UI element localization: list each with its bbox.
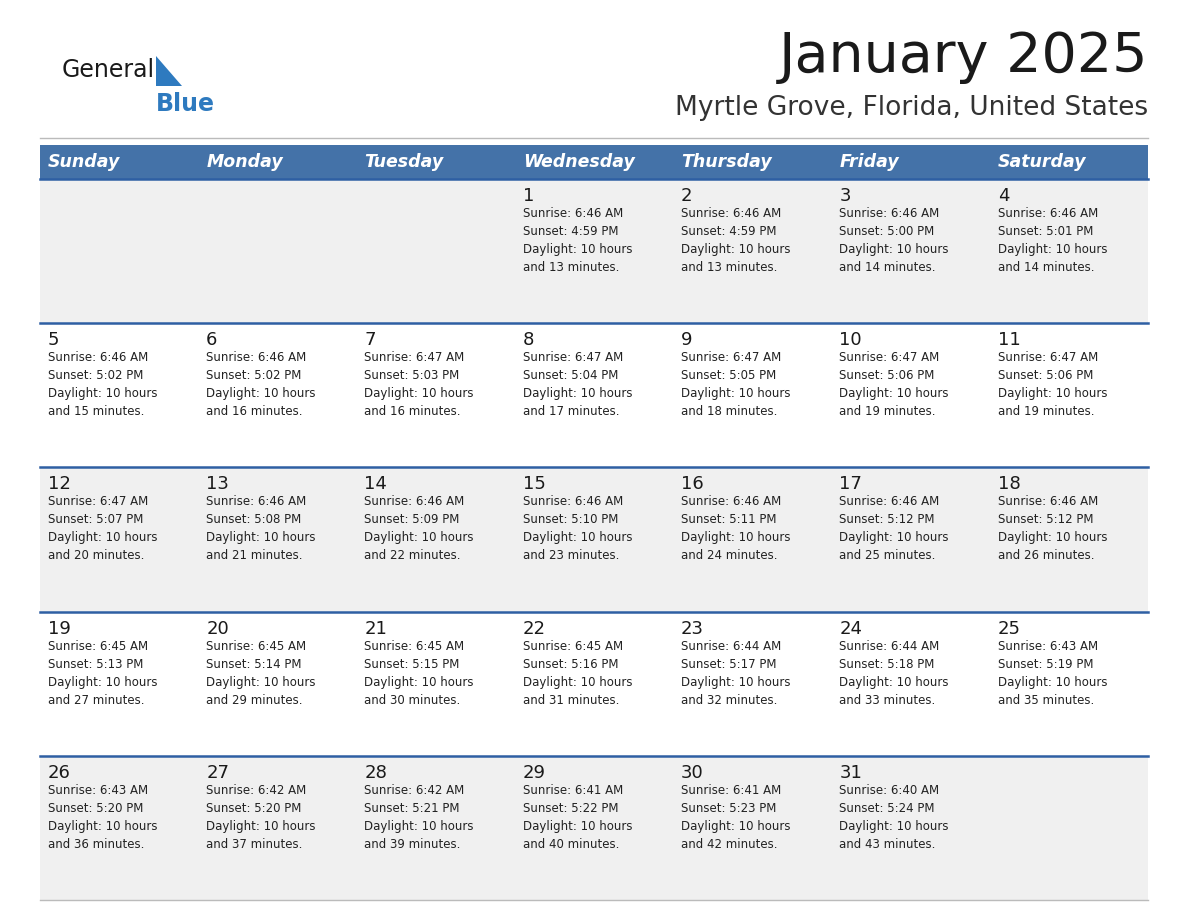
Text: 18: 18 <box>998 476 1020 493</box>
Text: 2: 2 <box>681 187 693 205</box>
Bar <box>40 145 198 179</box>
Text: 28: 28 <box>365 764 387 782</box>
Text: 29: 29 <box>523 764 545 782</box>
Text: Friday: Friday <box>840 153 899 171</box>
Text: Sunrise: 6:45 AM
Sunset: 5:13 PM
Daylight: 10 hours
and 27 minutes.: Sunrise: 6:45 AM Sunset: 5:13 PM Dayligh… <box>48 640 158 707</box>
Text: Sunrise: 6:46 AM
Sunset: 5:11 PM
Daylight: 10 hours
and 24 minutes.: Sunrise: 6:46 AM Sunset: 5:11 PM Dayligh… <box>681 496 790 563</box>
Text: Sunrise: 6:46 AM
Sunset: 5:08 PM
Daylight: 10 hours
and 21 minutes.: Sunrise: 6:46 AM Sunset: 5:08 PM Dayligh… <box>207 496 316 563</box>
Bar <box>514 145 674 179</box>
Text: 1: 1 <box>523 187 535 205</box>
Text: Sunrise: 6:47 AM
Sunset: 5:07 PM
Daylight: 10 hours
and 20 minutes.: Sunrise: 6:47 AM Sunset: 5:07 PM Dayligh… <box>48 496 158 563</box>
Text: 9: 9 <box>681 331 693 349</box>
Text: 25: 25 <box>998 620 1020 638</box>
Text: Sunrise: 6:47 AM
Sunset: 5:03 PM
Daylight: 10 hours
and 16 minutes.: Sunrise: 6:47 AM Sunset: 5:03 PM Dayligh… <box>365 352 474 419</box>
Bar <box>674 145 832 179</box>
Text: 11: 11 <box>998 331 1020 349</box>
Text: Sunrise: 6:40 AM
Sunset: 5:24 PM
Daylight: 10 hours
and 43 minutes.: Sunrise: 6:40 AM Sunset: 5:24 PM Dayligh… <box>840 784 949 851</box>
Text: Monday: Monday <box>207 153 283 171</box>
Text: 4: 4 <box>998 187 1009 205</box>
Text: General: General <box>62 58 156 82</box>
Polygon shape <box>156 56 182 86</box>
Bar <box>40 323 1148 467</box>
Text: 27: 27 <box>207 764 229 782</box>
Text: 30: 30 <box>681 764 703 782</box>
Text: Sunrise: 6:47 AM
Sunset: 5:06 PM
Daylight: 10 hours
and 19 minutes.: Sunrise: 6:47 AM Sunset: 5:06 PM Dayligh… <box>998 352 1107 419</box>
Bar <box>40 611 1148 756</box>
Bar <box>198 145 356 179</box>
Text: Myrtle Grove, Florida, United States: Myrtle Grove, Florida, United States <box>675 95 1148 121</box>
Text: Sunrise: 6:45 AM
Sunset: 5:15 PM
Daylight: 10 hours
and 30 minutes.: Sunrise: 6:45 AM Sunset: 5:15 PM Dayligh… <box>365 640 474 707</box>
Text: January 2025: January 2025 <box>778 30 1148 84</box>
Bar <box>356 145 514 179</box>
Text: Sunrise: 6:43 AM
Sunset: 5:20 PM
Daylight: 10 hours
and 36 minutes.: Sunrise: 6:43 AM Sunset: 5:20 PM Dayligh… <box>48 784 158 851</box>
Text: 23: 23 <box>681 620 704 638</box>
Text: 13: 13 <box>207 476 229 493</box>
Text: Saturday: Saturday <box>998 153 1086 171</box>
Text: Sunrise: 6:47 AM
Sunset: 5:04 PM
Daylight: 10 hours
and 17 minutes.: Sunrise: 6:47 AM Sunset: 5:04 PM Dayligh… <box>523 352 632 419</box>
Text: 17: 17 <box>840 476 862 493</box>
Text: Sunrise: 6:47 AM
Sunset: 5:05 PM
Daylight: 10 hours
and 18 minutes.: Sunrise: 6:47 AM Sunset: 5:05 PM Dayligh… <box>681 352 790 419</box>
Bar <box>40 467 1148 611</box>
Text: 14: 14 <box>365 476 387 493</box>
Text: 12: 12 <box>48 476 71 493</box>
Text: Sunrise: 6:42 AM
Sunset: 5:21 PM
Daylight: 10 hours
and 39 minutes.: Sunrise: 6:42 AM Sunset: 5:21 PM Dayligh… <box>365 784 474 851</box>
Text: Sunrise: 6:47 AM
Sunset: 5:06 PM
Daylight: 10 hours
and 19 minutes.: Sunrise: 6:47 AM Sunset: 5:06 PM Dayligh… <box>840 352 949 419</box>
Text: Sunrise: 6:46 AM
Sunset: 5:02 PM
Daylight: 10 hours
and 15 minutes.: Sunrise: 6:46 AM Sunset: 5:02 PM Dayligh… <box>48 352 158 419</box>
Text: Sunrise: 6:44 AM
Sunset: 5:18 PM
Daylight: 10 hours
and 33 minutes.: Sunrise: 6:44 AM Sunset: 5:18 PM Dayligh… <box>840 640 949 707</box>
Text: Sunrise: 6:45 AM
Sunset: 5:16 PM
Daylight: 10 hours
and 31 minutes.: Sunrise: 6:45 AM Sunset: 5:16 PM Dayligh… <box>523 640 632 707</box>
Text: 3: 3 <box>840 187 851 205</box>
Text: 20: 20 <box>207 620 229 638</box>
Text: Thursday: Thursday <box>681 153 772 171</box>
Text: Sunrise: 6:46 AM
Sunset: 5:12 PM
Daylight: 10 hours
and 26 minutes.: Sunrise: 6:46 AM Sunset: 5:12 PM Dayligh… <box>998 496 1107 563</box>
Text: 16: 16 <box>681 476 703 493</box>
Text: Sunrise: 6:46 AM
Sunset: 5:10 PM
Daylight: 10 hours
and 23 minutes.: Sunrise: 6:46 AM Sunset: 5:10 PM Dayligh… <box>523 496 632 563</box>
Bar <box>832 145 990 179</box>
Text: Sunrise: 6:46 AM
Sunset: 5:12 PM
Daylight: 10 hours
and 25 minutes.: Sunrise: 6:46 AM Sunset: 5:12 PM Dayligh… <box>840 496 949 563</box>
Text: Sunrise: 6:46 AM
Sunset: 5:01 PM
Daylight: 10 hours
and 14 minutes.: Sunrise: 6:46 AM Sunset: 5:01 PM Dayligh… <box>998 207 1107 274</box>
Text: 8: 8 <box>523 331 535 349</box>
Text: Sunday: Sunday <box>48 153 120 171</box>
Text: Sunrise: 6:45 AM
Sunset: 5:14 PM
Daylight: 10 hours
and 29 minutes.: Sunrise: 6:45 AM Sunset: 5:14 PM Dayligh… <box>207 640 316 707</box>
Text: 24: 24 <box>840 620 862 638</box>
Text: 26: 26 <box>48 764 71 782</box>
Text: Sunrise: 6:46 AM
Sunset: 5:09 PM
Daylight: 10 hours
and 22 minutes.: Sunrise: 6:46 AM Sunset: 5:09 PM Dayligh… <box>365 496 474 563</box>
Text: Sunrise: 6:46 AM
Sunset: 5:02 PM
Daylight: 10 hours
and 16 minutes.: Sunrise: 6:46 AM Sunset: 5:02 PM Dayligh… <box>207 352 316 419</box>
Text: Sunrise: 6:44 AM
Sunset: 5:17 PM
Daylight: 10 hours
and 32 minutes.: Sunrise: 6:44 AM Sunset: 5:17 PM Dayligh… <box>681 640 790 707</box>
Text: Sunrise: 6:42 AM
Sunset: 5:20 PM
Daylight: 10 hours
and 37 minutes.: Sunrise: 6:42 AM Sunset: 5:20 PM Dayligh… <box>207 784 316 851</box>
Text: 5: 5 <box>48 331 59 349</box>
Text: 10: 10 <box>840 331 862 349</box>
Bar <box>990 145 1148 179</box>
Text: 6: 6 <box>207 331 217 349</box>
Text: 15: 15 <box>523 476 545 493</box>
Text: 7: 7 <box>365 331 375 349</box>
Text: Sunrise: 6:46 AM
Sunset: 4:59 PM
Daylight: 10 hours
and 13 minutes.: Sunrise: 6:46 AM Sunset: 4:59 PM Dayligh… <box>681 207 790 274</box>
Text: 19: 19 <box>48 620 71 638</box>
Bar <box>40 756 1148 900</box>
Text: 21: 21 <box>365 620 387 638</box>
Text: Tuesday: Tuesday <box>365 153 444 171</box>
Text: Blue: Blue <box>156 92 215 116</box>
Text: Sunrise: 6:46 AM
Sunset: 4:59 PM
Daylight: 10 hours
and 13 minutes.: Sunrise: 6:46 AM Sunset: 4:59 PM Dayligh… <box>523 207 632 274</box>
Text: Sunrise: 6:41 AM
Sunset: 5:22 PM
Daylight: 10 hours
and 40 minutes.: Sunrise: 6:41 AM Sunset: 5:22 PM Dayligh… <box>523 784 632 851</box>
Text: 22: 22 <box>523 620 545 638</box>
Text: Sunrise: 6:46 AM
Sunset: 5:00 PM
Daylight: 10 hours
and 14 minutes.: Sunrise: 6:46 AM Sunset: 5:00 PM Dayligh… <box>840 207 949 274</box>
Text: Sunrise: 6:41 AM
Sunset: 5:23 PM
Daylight: 10 hours
and 42 minutes.: Sunrise: 6:41 AM Sunset: 5:23 PM Dayligh… <box>681 784 790 851</box>
Text: Sunrise: 6:43 AM
Sunset: 5:19 PM
Daylight: 10 hours
and 35 minutes.: Sunrise: 6:43 AM Sunset: 5:19 PM Dayligh… <box>998 640 1107 707</box>
Text: Wednesday: Wednesday <box>523 153 634 171</box>
Bar <box>40 179 1148 323</box>
Text: 31: 31 <box>840 764 862 782</box>
